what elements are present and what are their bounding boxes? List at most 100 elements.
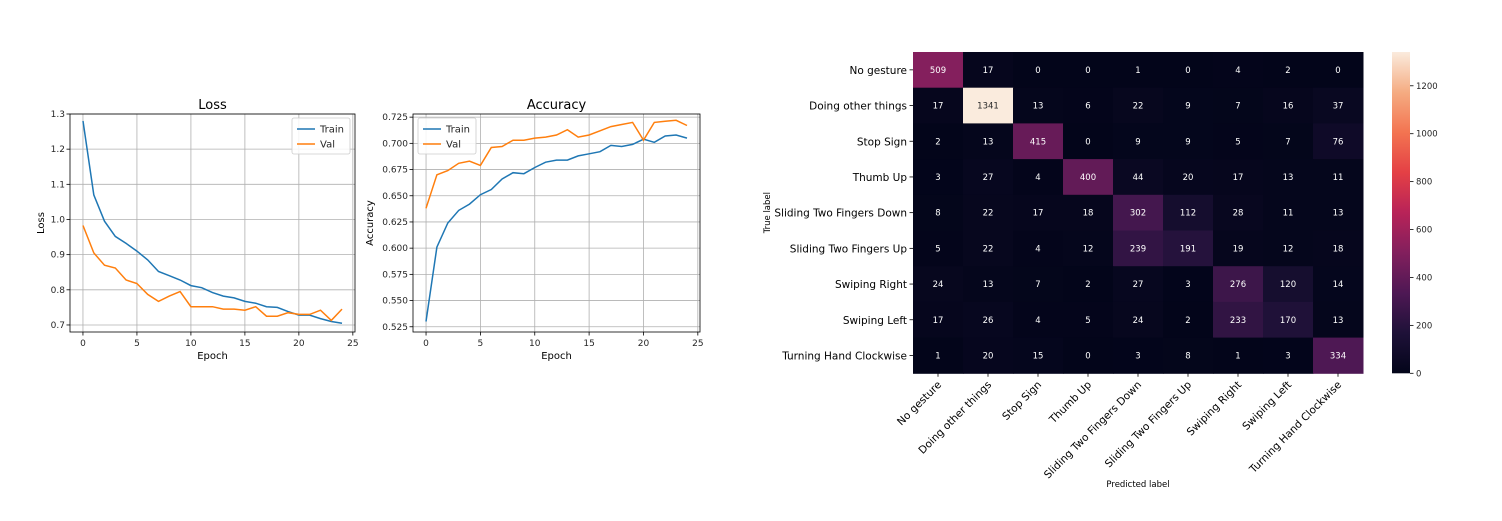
colorbar [1392, 52, 1410, 374]
x-tick-label: 25 [347, 339, 358, 349]
column-label: Turning Hand Clockwise [1247, 379, 1344, 476]
heatmap-cell [1013, 230, 1064, 267]
cell-value: 76 [1333, 137, 1344, 147]
y-tick-label: 0.725 [382, 113, 408, 123]
cell-value: 20 [983, 351, 994, 361]
cell-value: 14 [1333, 280, 1344, 290]
loss-chart: 0 5 10 15 20 25 0.7 0.8 0.9 1.0 1.1 1.2 1.3 Loss Epoch… [36, 98, 359, 362]
heatmap-cell [1213, 337, 1264, 374]
chart-title: Loss [198, 98, 227, 113]
cell-value: 400 [1080, 173, 1096, 183]
cell-value: 17 [933, 102, 944, 112]
heatmap-cell [1113, 230, 1164, 267]
y-tick-label: 0.7 [51, 321, 65, 331]
cell-value: 22 [983, 209, 994, 219]
heatmap-cell [1313, 159, 1364, 196]
cell-value: 20 [1183, 173, 1194, 183]
cell-value: 18 [1083, 209, 1094, 219]
heatmap-cell [1013, 159, 1064, 196]
y-tick-label: 0.550 [382, 297, 408, 307]
cell-value: 1 [935, 351, 940, 361]
x-axis-label: Epoch [197, 351, 228, 362]
heatmap-cell [1213, 301, 1264, 339]
cell-value: 302 [1130, 209, 1146, 219]
heatmap-cell [1063, 159, 1114, 196]
x-tick-label: 10 [185, 339, 197, 349]
y-tick-label: 0.650 [382, 192, 408, 202]
colorbar-tick-label: 1200 [1416, 82, 1438, 92]
cell-value: 4 [1035, 316, 1040, 326]
heatmap-cell [963, 123, 1014, 160]
cell-value: 4 [1235, 66, 1240, 76]
x-tick-label: 15 [583, 339, 594, 349]
cell-value: 37 [1333, 102, 1344, 112]
heatmap-cell [913, 52, 964, 89]
heatmap-cell [1163, 123, 1214, 160]
cell-value: 509 [930, 66, 946, 76]
heatmap-cell [1163, 159, 1214, 196]
heatmap-cell [1113, 266, 1164, 303]
plot-frame [412, 113, 701, 333]
heatmap-cell [1213, 159, 1264, 196]
heatmap-cell [1213, 123, 1264, 160]
cell-value: 12 [1283, 244, 1294, 254]
colorbar-tick-label: 800 [1416, 178, 1432, 188]
legend-label-val: Val [446, 140, 461, 151]
y-tick-label: 1.1 [51, 180, 65, 190]
heatmap-cell [1113, 87, 1164, 124]
heatmap-cell [1163, 301, 1214, 339]
row-label: Turning Hand Clockwise [781, 350, 907, 362]
heatmap-cell [1063, 301, 1114, 339]
cell-value: 1341 [977, 102, 999, 112]
series-line-train [425, 134, 688, 322]
heatmap-cell [1113, 159, 1164, 196]
cell-value: 2 [935, 137, 940, 147]
heatmap-cell [1063, 230, 1114, 267]
column-label: Swiping Left [1240, 379, 1294, 433]
cell-value: 12 [1083, 244, 1094, 254]
column-label: No gesture [895, 379, 944, 428]
cell-value: 17 [983, 66, 994, 76]
colorbar-tick-label: 400 [1416, 273, 1432, 283]
cell-value: 233 [1230, 316, 1246, 326]
heatmap-cell [1313, 123, 1364, 160]
heatmap-cell [1113, 194, 1164, 231]
cell-value: 6 [1085, 102, 1090, 112]
cell-value: 13 [983, 137, 994, 147]
cell-value: 2 [1285, 66, 1290, 76]
row-label: No gesture [849, 65, 907, 77]
cell-value: 17 [1233, 173, 1244, 183]
cell-value: 13 [983, 280, 994, 290]
series-line-val [82, 225, 343, 322]
heatmap-cell [1313, 266, 1364, 303]
cell-value: 8 [1185, 351, 1190, 361]
chart-title: Accuracy [527, 98, 587, 113]
heatmap-cell [913, 337, 964, 374]
cell-value: 13 [1333, 316, 1344, 326]
cell-value: 17 [933, 316, 944, 326]
heatmap-cell [913, 194, 964, 231]
row-label: Sliding Two Fingers Up [790, 243, 908, 255]
colorbar-tick-label: 0 [1416, 369, 1421, 379]
cell-value: 1 [1235, 351, 1240, 361]
x-tick-label: 15 [239, 339, 250, 349]
colorbar-tick-label: 1000 [1416, 130, 1438, 140]
x-axis-label: Predicted label [1106, 480, 1169, 490]
cell-value: 276 [1230, 280, 1246, 290]
heatmap-cell [1313, 301, 1364, 339]
cell-value: 3 [1285, 351, 1290, 361]
heatmap-cell [963, 194, 1014, 231]
x-tick-label: 5 [134, 339, 140, 349]
colorbar-tick-label: 200 [1416, 321, 1432, 331]
accuracy-chart: 0 5 10 15 20 25 0.525 0.550 0.575 0.600 0.625 0.650… [365, 98, 704, 362]
heatmap-cell [1263, 159, 1314, 196]
heatmap-cell [1313, 52, 1364, 89]
cell-value: 44 [1133, 173, 1144, 183]
cell-value: 22 [1133, 102, 1144, 112]
heatmap-cell [1063, 337, 1114, 374]
legend-box [291, 117, 351, 155]
heatmap-cell [1263, 337, 1314, 374]
cell-value: 24 [933, 280, 944, 290]
y-tick-label: 0.575 [382, 270, 408, 280]
cell-value: 16 [1283, 102, 1294, 112]
